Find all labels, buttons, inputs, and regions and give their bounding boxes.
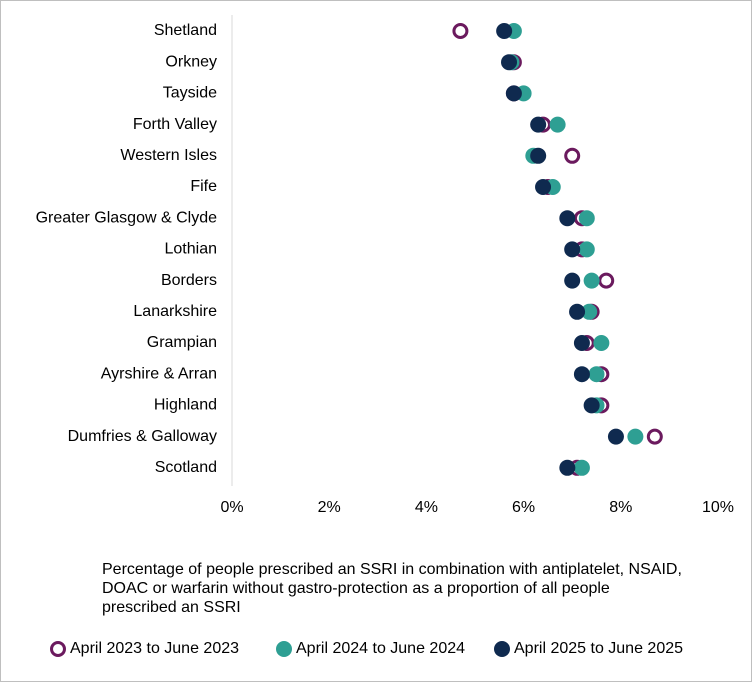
- y-tick-label: Tayside: [163, 85, 217, 102]
- dot: [505, 85, 522, 102]
- dot: [583, 397, 600, 414]
- legend-label: April 2025 to June 2025: [514, 640, 683, 657]
- dot: [583, 272, 600, 289]
- dot: [569, 303, 586, 320]
- y-tick-label: Scotland: [155, 459, 217, 476]
- y-tick-label: Grampian: [147, 334, 217, 351]
- dot: [559, 459, 576, 476]
- dot: [581, 303, 598, 320]
- y-tick-label: Ayrshire & Arran: [101, 365, 217, 382]
- dot: [564, 147, 581, 164]
- dot: [646, 428, 663, 445]
- dot: [607, 428, 624, 445]
- dot: [578, 210, 595, 227]
- y-tick-label: Fife: [190, 178, 217, 195]
- dot: [598, 272, 615, 289]
- dot: [452, 23, 469, 39]
- y-tick-label: Borders: [161, 272, 217, 289]
- dot: [573, 459, 590, 476]
- y-tick-label: Lanarkshire: [133, 303, 217, 320]
- x-tick-label: 10%: [702, 499, 734, 516]
- legend-marker: [494, 641, 510, 657]
- dot: [501, 54, 518, 71]
- dot: [588, 366, 605, 383]
- dot: [593, 335, 610, 351]
- legend-marker: [50, 641, 66, 657]
- dot: [530, 116, 547, 133]
- legend-marker: [276, 641, 292, 657]
- dot: [627, 428, 644, 445]
- x-tick-label: 4%: [415, 499, 438, 516]
- y-tick-label: Dumfries & Galloway: [68, 428, 217, 445]
- y-tick-label: Greater Glasgow & Clyde: [36, 209, 218, 226]
- x-tick-label: 6%: [512, 499, 535, 516]
- x-tick-label: 8%: [609, 499, 632, 516]
- y-tick-label: Orkney: [165, 53, 217, 70]
- x-tick-label: 0%: [220, 499, 243, 516]
- dot: [564, 241, 581, 258]
- dot: [530, 147, 547, 164]
- legend-label: April 2024 to June 2024: [296, 640, 465, 657]
- y-tick-label: Forth Valley: [133, 116, 217, 133]
- y-tick-label: Western Isles: [120, 147, 217, 164]
- dot: [496, 23, 513, 39]
- dot: [549, 116, 566, 133]
- dot: [573, 335, 590, 351]
- dot: [564, 272, 581, 289]
- y-tick-label: Shetland: [154, 22, 217, 39]
- x-axis-label: Percentage of people prescribed an SSRI …: [102, 561, 682, 616]
- dot: [535, 179, 552, 195]
- dot: [578, 241, 595, 258]
- legend-label: April 2023 to June 2023: [70, 640, 239, 657]
- dot: [573, 366, 590, 383]
- y-tick-label: Lothian: [165, 241, 218, 258]
- y-tick-label: Highland: [154, 397, 217, 414]
- dot: [559, 210, 576, 227]
- x-tick-label: 2%: [318, 499, 341, 516]
